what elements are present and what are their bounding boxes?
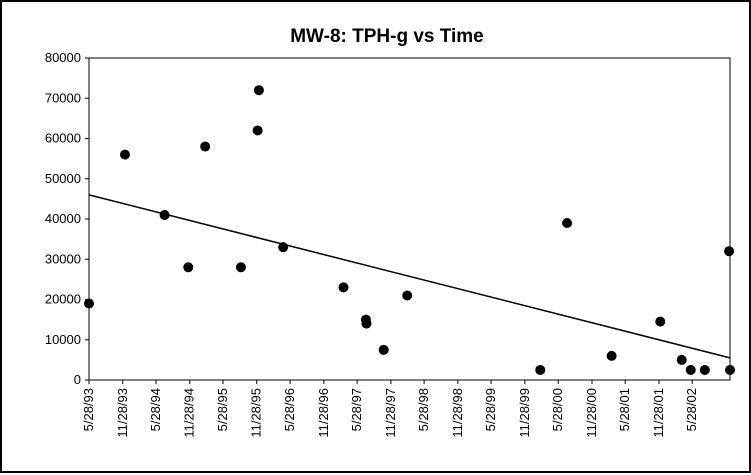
y-tick-label: 70000	[45, 90, 81, 105]
trendline	[88, 194, 731, 359]
x-tick-label: 5/28/95	[215, 388, 230, 431]
data-point	[159, 209, 170, 220]
data-point	[338, 282, 349, 293]
chart-title: MW-8: TPH-g vs Time	[290, 26, 484, 47]
data-point	[252, 125, 263, 136]
x-tick-label: 11/28/01	[651, 388, 666, 438]
y-tick-label: 10000	[45, 332, 81, 347]
y-tick-label: 50000	[45, 171, 81, 186]
data-point	[724, 246, 735, 257]
x-tick-label: 11/28/95	[249, 388, 264, 438]
data-point	[253, 85, 264, 96]
data-point	[685, 364, 696, 375]
data-point	[676, 354, 687, 365]
y-tick-label: 60000	[45, 131, 81, 146]
y-axis: 0 10000 20000 30000 40000 50000 60000 70000 8000…	[45, 50, 89, 387]
data-point	[725, 364, 735, 375]
plot-area	[88, 57, 731, 381]
y-tick-label: 0	[74, 372, 81, 387]
x-tick-label: 5/28/98	[416, 388, 431, 431]
y-tick-label: 40000	[45, 211, 81, 226]
data-point	[235, 262, 246, 273]
x-tick-label: 5/28/93	[81, 388, 96, 431]
x-tick-label: 11/28/99	[517, 388, 532, 438]
x-tick-label: 11/28/94	[182, 388, 197, 438]
x-tick-label: 5/28/94	[148, 388, 163, 431]
x-tick-label: 5/28/01	[617, 388, 632, 431]
data-point	[119, 149, 130, 160]
data-point	[84, 298, 94, 309]
x-tick-label: 11/28/97	[383, 388, 398, 438]
x-tick-label: 5/28/96	[282, 388, 297, 431]
x-tick-label: 11/28/00	[584, 388, 599, 438]
y-tick-label: 30000	[45, 251, 81, 266]
x-tick-label: 5/28/97	[349, 388, 364, 431]
data-point	[278, 242, 289, 253]
data-points	[84, 85, 735, 375]
data-point	[361, 318, 372, 329]
data-point	[655, 316, 666, 327]
x-axis: 5/28/93 11/28/93 5/28/94 11/28/94 5/28/95 11/…	[81, 380, 699, 438]
x-tick-label: 5/28/99	[483, 388, 498, 431]
x-tick-label: 11/28/93	[115, 388, 130, 438]
data-point	[699, 364, 710, 375]
y-tick-label: 20000	[45, 292, 81, 307]
data-point	[535, 364, 546, 375]
x-tick-label: 5/28/00	[550, 388, 565, 431]
data-point	[562, 218, 573, 229]
data-point	[378, 344, 389, 355]
x-tick-label: 5/28/02	[684, 388, 699, 431]
y-tick-label: 80000	[45, 50, 81, 65]
data-point	[606, 350, 617, 361]
data-point	[183, 262, 194, 273]
x-tick-label: 11/28/98	[450, 388, 465, 438]
data-point	[200, 141, 211, 152]
data-point	[402, 290, 413, 301]
x-tick-label: 11/28/96	[316, 388, 331, 438]
